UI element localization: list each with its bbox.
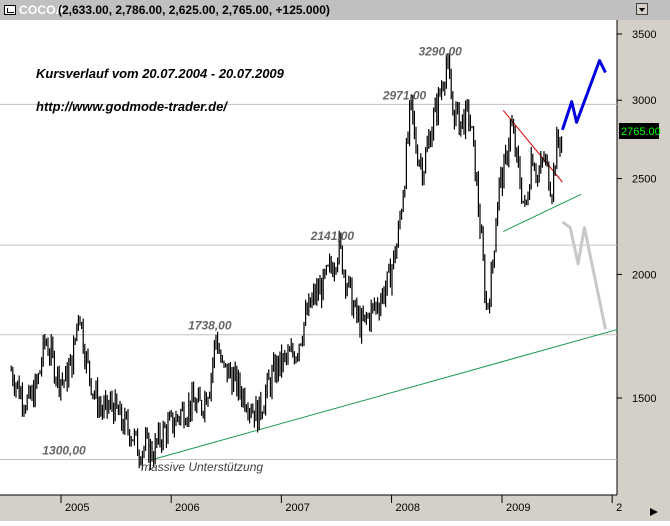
price-chart[interactable]: 3290,00 2971,00 2141,00 1738,00 1300,00 1500… (0, 20, 670, 521)
y-tick-label: 2500 (632, 174, 656, 186)
instrument-symbol: COCOA (19, 3, 65, 17)
trendline (152, 328, 619, 460)
scenario-path-bearish (561, 220, 607, 330)
price-level-label: 3290,00 (418, 45, 462, 59)
x-tick-label: 2009 (506, 502, 530, 514)
last-price-badge-bg (619, 123, 659, 139)
price-level-label: 2971,00 (382, 88, 427, 102)
price-level-label: 2141,00 (310, 229, 355, 243)
scenario-path-bullish (560, 59, 607, 131)
x-tick-label: 2006 (175, 502, 199, 514)
support-label: massive Unterstützung (141, 460, 263, 474)
y-tick-label: 1500 (632, 393, 656, 405)
last-price-badge: 2765.00 (619, 123, 661, 139)
x-tick-label: 2008 (396, 502, 420, 514)
y-tick-label: 3500 (632, 29, 656, 41)
price-axis-panel (617, 20, 670, 521)
ohlc-quote: (2,633.00, 2,786.00, 2,625.00, 2,765.00,… (58, 3, 330, 17)
price-level-label: 1300,00 (42, 443, 86, 457)
x-tick-label: 2005 (65, 502, 89, 514)
y-tick-label: 3000 (632, 95, 656, 107)
x-tick-label: 2 (616, 502, 622, 514)
chart-icon (4, 5, 16, 15)
source-url: http://www.godmode-trader.de/ (36, 99, 228, 114)
price-level-label: 1738,00 (188, 319, 232, 333)
arrow-right-icon (650, 508, 658, 516)
trendline (502, 193, 582, 232)
time-axis-panel (0, 495, 670, 521)
title-bar: COCOA (2,633.00, 2,786.00, 2,625.00, 2,7… (0, 0, 670, 21)
x-tick-label: 2007 (285, 502, 309, 514)
chart-title: Kursverlauf vom 20.07.2004 - 20.07.2009 (36, 66, 285, 81)
y-tick-label: 2000 (632, 269, 656, 281)
scroll-right-arrow[interactable] (650, 508, 658, 516)
plot-background (0, 20, 617, 495)
chart-area[interactable]: 3290,00 2971,00 2141,00 1738,00 1300,00 1500… (0, 20, 670, 521)
scroll-up-button[interactable] (636, 3, 648, 15)
last-price-label: 2765.00 (621, 126, 661, 138)
